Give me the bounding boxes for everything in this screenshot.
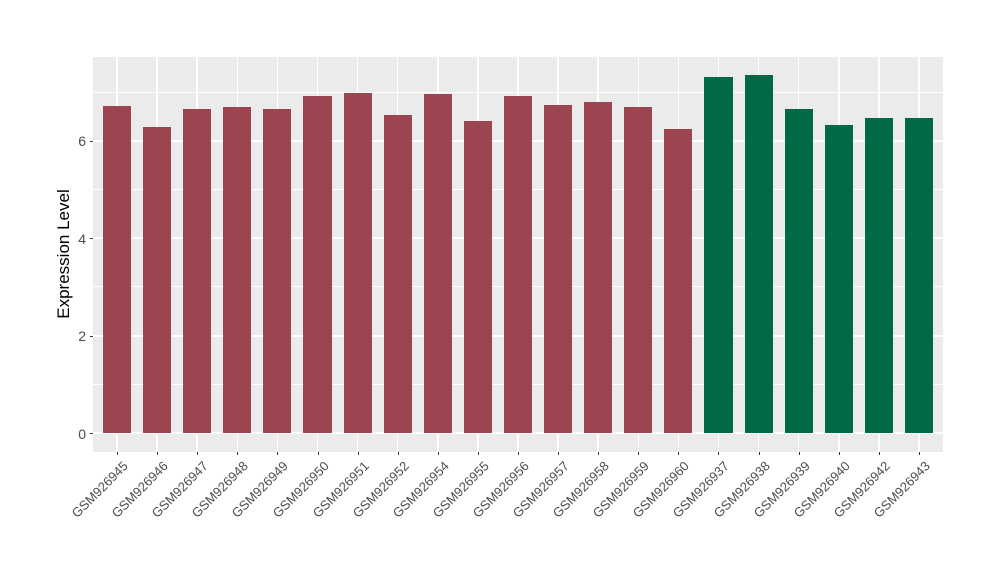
x-tick-mark bbox=[638, 452, 640, 455]
bar-GSM926957 bbox=[544, 105, 573, 433]
x-tick-mark bbox=[718, 452, 720, 455]
x-tick-mark bbox=[197, 452, 199, 455]
y-tick-label: 4 bbox=[78, 230, 86, 247]
bar-GSM926943 bbox=[904, 118, 933, 433]
plot-panel bbox=[93, 57, 943, 452]
x-tick-mark bbox=[317, 452, 319, 455]
x-tick-mark bbox=[678, 452, 680, 455]
bar-GSM926949 bbox=[263, 108, 292, 433]
y-tick-mark bbox=[90, 433, 93, 434]
y-tick-mark bbox=[90, 335, 93, 337]
y-tick-mark bbox=[90, 140, 93, 142]
bar-GSM926947 bbox=[183, 108, 212, 433]
y-tick-label: 2 bbox=[78, 328, 86, 345]
y-tick-label: 6 bbox=[78, 133, 86, 150]
bar-GSM926959 bbox=[624, 106, 653, 433]
bar-GSM926937 bbox=[704, 77, 733, 433]
bar-GSM926958 bbox=[584, 102, 613, 433]
bar-GSM926951 bbox=[343, 93, 372, 433]
bar-GSM926942 bbox=[864, 118, 893, 433]
bar-GSM926948 bbox=[223, 106, 252, 433]
bar-GSM926956 bbox=[503, 95, 533, 433]
y-tick-mark bbox=[90, 238, 93, 240]
y-tick-label: 0 bbox=[78, 425, 86, 442]
x-tick-mark bbox=[357, 452, 359, 455]
x-tick-mark bbox=[838, 452, 840, 455]
x-tick-mark bbox=[157, 452, 159, 455]
x-tick-mark bbox=[518, 452, 519, 455]
bar-GSM926945 bbox=[103, 105, 132, 433]
x-tick-mark bbox=[598, 452, 600, 455]
x-tick-mark bbox=[798, 452, 800, 455]
x-tick-mark bbox=[477, 452, 479, 455]
x-tick-mark bbox=[878, 452, 880, 455]
x-tick-mark bbox=[277, 452, 279, 455]
bar-GSM926940 bbox=[824, 124, 853, 433]
x-tick-mark bbox=[117, 452, 119, 455]
bar-GSM926950 bbox=[303, 96, 332, 433]
bar-GSM926946 bbox=[143, 126, 172, 433]
x-tick-mark bbox=[558, 452, 560, 455]
y-axis-title: Expression Level bbox=[54, 189, 73, 319]
bar-GSM926938 bbox=[744, 75, 773, 433]
x-tick-mark bbox=[918, 452, 920, 455]
bar-GSM926955 bbox=[463, 121, 492, 433]
x-tick-mark bbox=[237, 452, 239, 455]
x-tick-mark bbox=[758, 452, 760, 455]
bar-GSM926960 bbox=[664, 129, 693, 433]
bar-GSM926952 bbox=[383, 115, 412, 433]
bar-GSM926954 bbox=[423, 93, 452, 433]
x-tick-mark bbox=[397, 452, 399, 455]
x-tick-mark bbox=[437, 452, 439, 455]
bar-GSM926939 bbox=[784, 109, 813, 433]
